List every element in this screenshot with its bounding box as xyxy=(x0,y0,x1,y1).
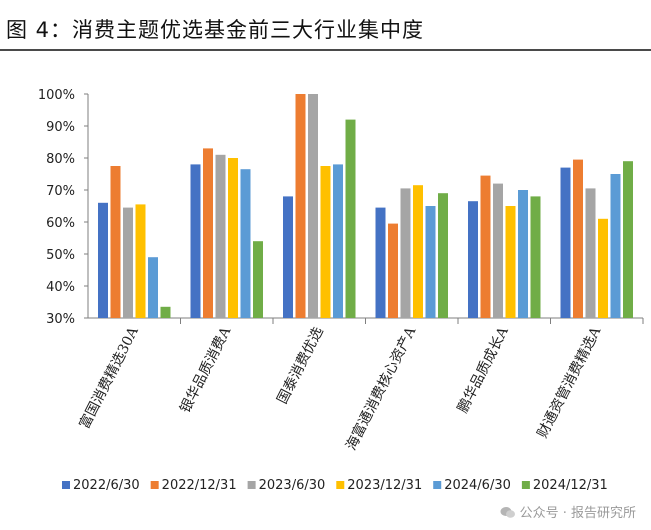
watermark: 公众号 · 报告研究所 xyxy=(496,501,639,522)
figure-title: 图 4：消费主题优选基金前三大行业集中度 xyxy=(6,18,425,42)
x-category-label: 国泰消费优选 xyxy=(274,325,326,407)
bar xyxy=(98,202,108,318)
bar xyxy=(253,241,263,318)
bar xyxy=(585,188,596,318)
bar xyxy=(598,218,608,318)
x-category-label: 海富通消费核心资产A xyxy=(342,323,419,453)
bar xyxy=(203,148,213,318)
bar xyxy=(468,201,478,318)
bar xyxy=(308,94,318,318)
legend-label: 2023/12/31 xyxy=(347,478,422,493)
legend-label: 2024/12/31 xyxy=(533,478,608,493)
x-category-label: 富国消费精选30A xyxy=(76,323,142,431)
wechat-icon xyxy=(500,506,516,519)
legend-swatch xyxy=(521,481,530,489)
bar xyxy=(530,196,541,318)
legend-swatch xyxy=(62,481,70,489)
bar xyxy=(505,206,516,318)
y-tick-label: 100% xyxy=(38,88,75,103)
y-tick-label: 60% xyxy=(46,216,75,231)
bar xyxy=(493,183,503,318)
bar xyxy=(480,175,491,318)
y-tick-label: 70% xyxy=(46,184,75,199)
bar xyxy=(160,306,171,318)
bar xyxy=(283,196,293,318)
y-tick-label: 30% xyxy=(46,312,75,327)
bar xyxy=(215,154,226,318)
bar xyxy=(560,167,571,318)
bar xyxy=(610,174,621,318)
bar xyxy=(148,257,158,318)
y-tick-label: 80% xyxy=(46,152,75,167)
legend-label: 2023/6/30 xyxy=(259,478,326,493)
watermark-text: 公众号 · 报告研究所 xyxy=(519,506,636,521)
bar xyxy=(135,204,146,318)
legend-label: 2024/6/30 xyxy=(444,478,511,493)
bar xyxy=(425,206,436,318)
bar xyxy=(388,223,398,318)
x-category-label: 财通资管消费精选A xyxy=(535,324,605,441)
bar xyxy=(400,188,411,318)
legend-swatch xyxy=(247,481,256,489)
bar xyxy=(518,190,528,318)
legend-swatch xyxy=(150,481,159,489)
bar xyxy=(110,166,121,318)
x-category-label: 鹏华品质成长A xyxy=(455,324,512,416)
x-category-label: 银华品质消费A xyxy=(177,324,234,416)
bar xyxy=(333,164,343,318)
legend-label: 2022/12/31 xyxy=(162,478,237,493)
bar xyxy=(123,207,133,318)
title-divider xyxy=(0,49,651,51)
bar xyxy=(438,193,448,318)
legend-swatch xyxy=(336,481,345,489)
bar xyxy=(320,166,331,318)
y-tick-label: 40% xyxy=(46,280,75,295)
bar xyxy=(413,185,423,318)
bar xyxy=(573,159,583,318)
bar xyxy=(295,94,306,318)
y-tick-label: 90% xyxy=(46,120,75,135)
y-tick-label: 50% xyxy=(46,248,75,263)
bar xyxy=(190,164,201,318)
bar xyxy=(228,158,238,318)
legend-label: 2022/6/30 xyxy=(73,478,140,493)
legend-swatch xyxy=(433,481,442,489)
bar xyxy=(345,119,356,318)
bar xyxy=(623,161,633,318)
bar xyxy=(240,169,251,318)
bar xyxy=(375,207,386,318)
